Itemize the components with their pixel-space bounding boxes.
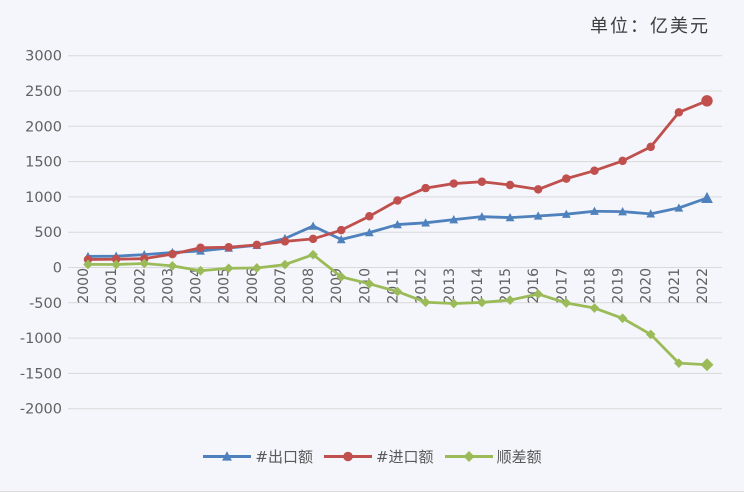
y-tick-label: 1500: [25, 155, 62, 171]
legend-item-import: #进口额: [323, 446, 434, 467]
y-tick-label: 1000: [25, 190, 62, 206]
export-line-swatch-icon: [203, 451, 252, 461]
x-tick-label: 2015: [498, 268, 514, 304]
y-tick-label: -2000: [20, 402, 62, 418]
y-tick-label: 2500: [25, 84, 62, 100]
legend-item-surplus: 顺差额: [444, 446, 542, 467]
x-tick-label: 2017: [554, 268, 570, 304]
x-tick-label: 2010: [357, 268, 373, 304]
x-tick-label: 2019: [611, 268, 627, 304]
y-tick-label: 0: [53, 261, 62, 277]
unit-label: 单位：亿美元: [590, 16, 710, 37]
x-tick-label: 2021: [667, 268, 683, 304]
y-tick-label: -1500: [20, 366, 62, 382]
x-tick-label: 2016: [526, 268, 542, 304]
x-tick-label: 2012: [414, 268, 430, 304]
y-tick-label: 2000: [25, 119, 62, 135]
import-line-swatch-icon: [323, 451, 372, 462]
y-tick-label: 3000: [25, 49, 62, 65]
x-tick-label: 2013: [442, 268, 458, 304]
x-tick-label: 2022: [695, 268, 711, 304]
x-tick-label: 2000: [76, 268, 92, 304]
series-import: [83, 95, 713, 264]
x-tick-label: 2003: [160, 268, 176, 304]
surplus-line-swatch-icon: [444, 451, 493, 462]
x-tick-label: 2008: [301, 268, 317, 304]
gridlines: [68, 55, 722, 410]
x-tick-label: 2005: [217, 268, 233, 304]
legend-item-export: #出口额: [202, 446, 313, 467]
x-axis-tick-labels: 2000 2001 2002 2003 2004 2005 2006 2007 2008 2009…: [76, 268, 711, 304]
series-surplus: [83, 249, 714, 372]
x-tick-label: 2014: [470, 268, 486, 304]
legend-label-import: #进口额: [375, 448, 434, 466]
y-axis-tick-labels: 3000 2500 2000 1500 1000 500 0 -500 -1000 -1500 -2…: [20, 49, 62, 418]
x-tick-label: 2006: [245, 268, 261, 304]
x-tick-label: 2020: [639, 268, 655, 304]
x-tick-label: 2002: [132, 268, 148, 304]
x-tick-label: 2004: [189, 268, 205, 304]
y-tick-label: 500: [34, 225, 62, 241]
x-tick-label: 2001: [104, 268, 120, 304]
x-tick-label: 2007: [273, 268, 289, 304]
x-tick-label: 2018: [582, 268, 598, 304]
y-tick-label: -1000: [20, 331, 62, 347]
legend-label-surplus: 顺差额: [496, 448, 542, 466]
chart-legend: #出口额 #进口额 顺差额: [0, 446, 744, 467]
legend-label-export: #出口额: [255, 448, 313, 466]
y-tick-label: -500: [29, 296, 62, 312]
x-tick-label: 2011: [385, 268, 401, 304]
